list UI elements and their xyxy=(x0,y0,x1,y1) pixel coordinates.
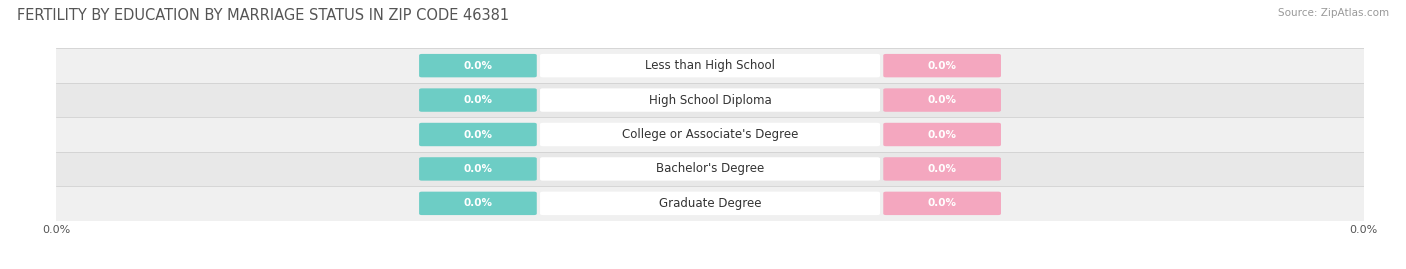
FancyBboxPatch shape xyxy=(419,54,537,77)
Text: 0.0%: 0.0% xyxy=(928,164,956,174)
Bar xyxy=(56,83,1364,117)
Text: 0.0%: 0.0% xyxy=(928,95,956,105)
Bar xyxy=(56,48,1364,83)
Text: FERTILITY BY EDUCATION BY MARRIAGE STATUS IN ZIP CODE 46381: FERTILITY BY EDUCATION BY MARRIAGE STATU… xyxy=(17,8,509,23)
Text: 0.0%: 0.0% xyxy=(928,198,956,208)
FancyBboxPatch shape xyxy=(540,88,880,112)
Text: 0.0%: 0.0% xyxy=(464,95,492,105)
Bar xyxy=(56,152,1364,186)
FancyBboxPatch shape xyxy=(419,88,537,112)
Text: Source: ZipAtlas.com: Source: ZipAtlas.com xyxy=(1278,8,1389,18)
FancyBboxPatch shape xyxy=(419,157,537,181)
FancyBboxPatch shape xyxy=(540,192,880,215)
Text: 0.0%: 0.0% xyxy=(464,129,492,140)
Text: High School Diploma: High School Diploma xyxy=(648,94,772,107)
Bar xyxy=(56,186,1364,221)
FancyBboxPatch shape xyxy=(540,157,880,181)
Text: 0.0%: 0.0% xyxy=(464,61,492,71)
Text: Bachelor's Degree: Bachelor's Degree xyxy=(657,162,763,175)
FancyBboxPatch shape xyxy=(540,54,880,77)
Text: Less than High School: Less than High School xyxy=(645,59,775,72)
Text: Graduate Degree: Graduate Degree xyxy=(659,197,761,210)
FancyBboxPatch shape xyxy=(883,88,1001,112)
FancyBboxPatch shape xyxy=(883,54,1001,77)
Text: 0.0%: 0.0% xyxy=(464,164,492,174)
FancyBboxPatch shape xyxy=(883,192,1001,215)
FancyBboxPatch shape xyxy=(419,123,537,146)
Bar xyxy=(56,117,1364,152)
FancyBboxPatch shape xyxy=(540,123,880,146)
FancyBboxPatch shape xyxy=(883,157,1001,181)
Text: 0.0%: 0.0% xyxy=(464,198,492,208)
FancyBboxPatch shape xyxy=(419,192,537,215)
Text: 0.0%: 0.0% xyxy=(928,61,956,71)
FancyBboxPatch shape xyxy=(883,123,1001,146)
Text: 0.0%: 0.0% xyxy=(928,129,956,140)
Text: College or Associate's Degree: College or Associate's Degree xyxy=(621,128,799,141)
